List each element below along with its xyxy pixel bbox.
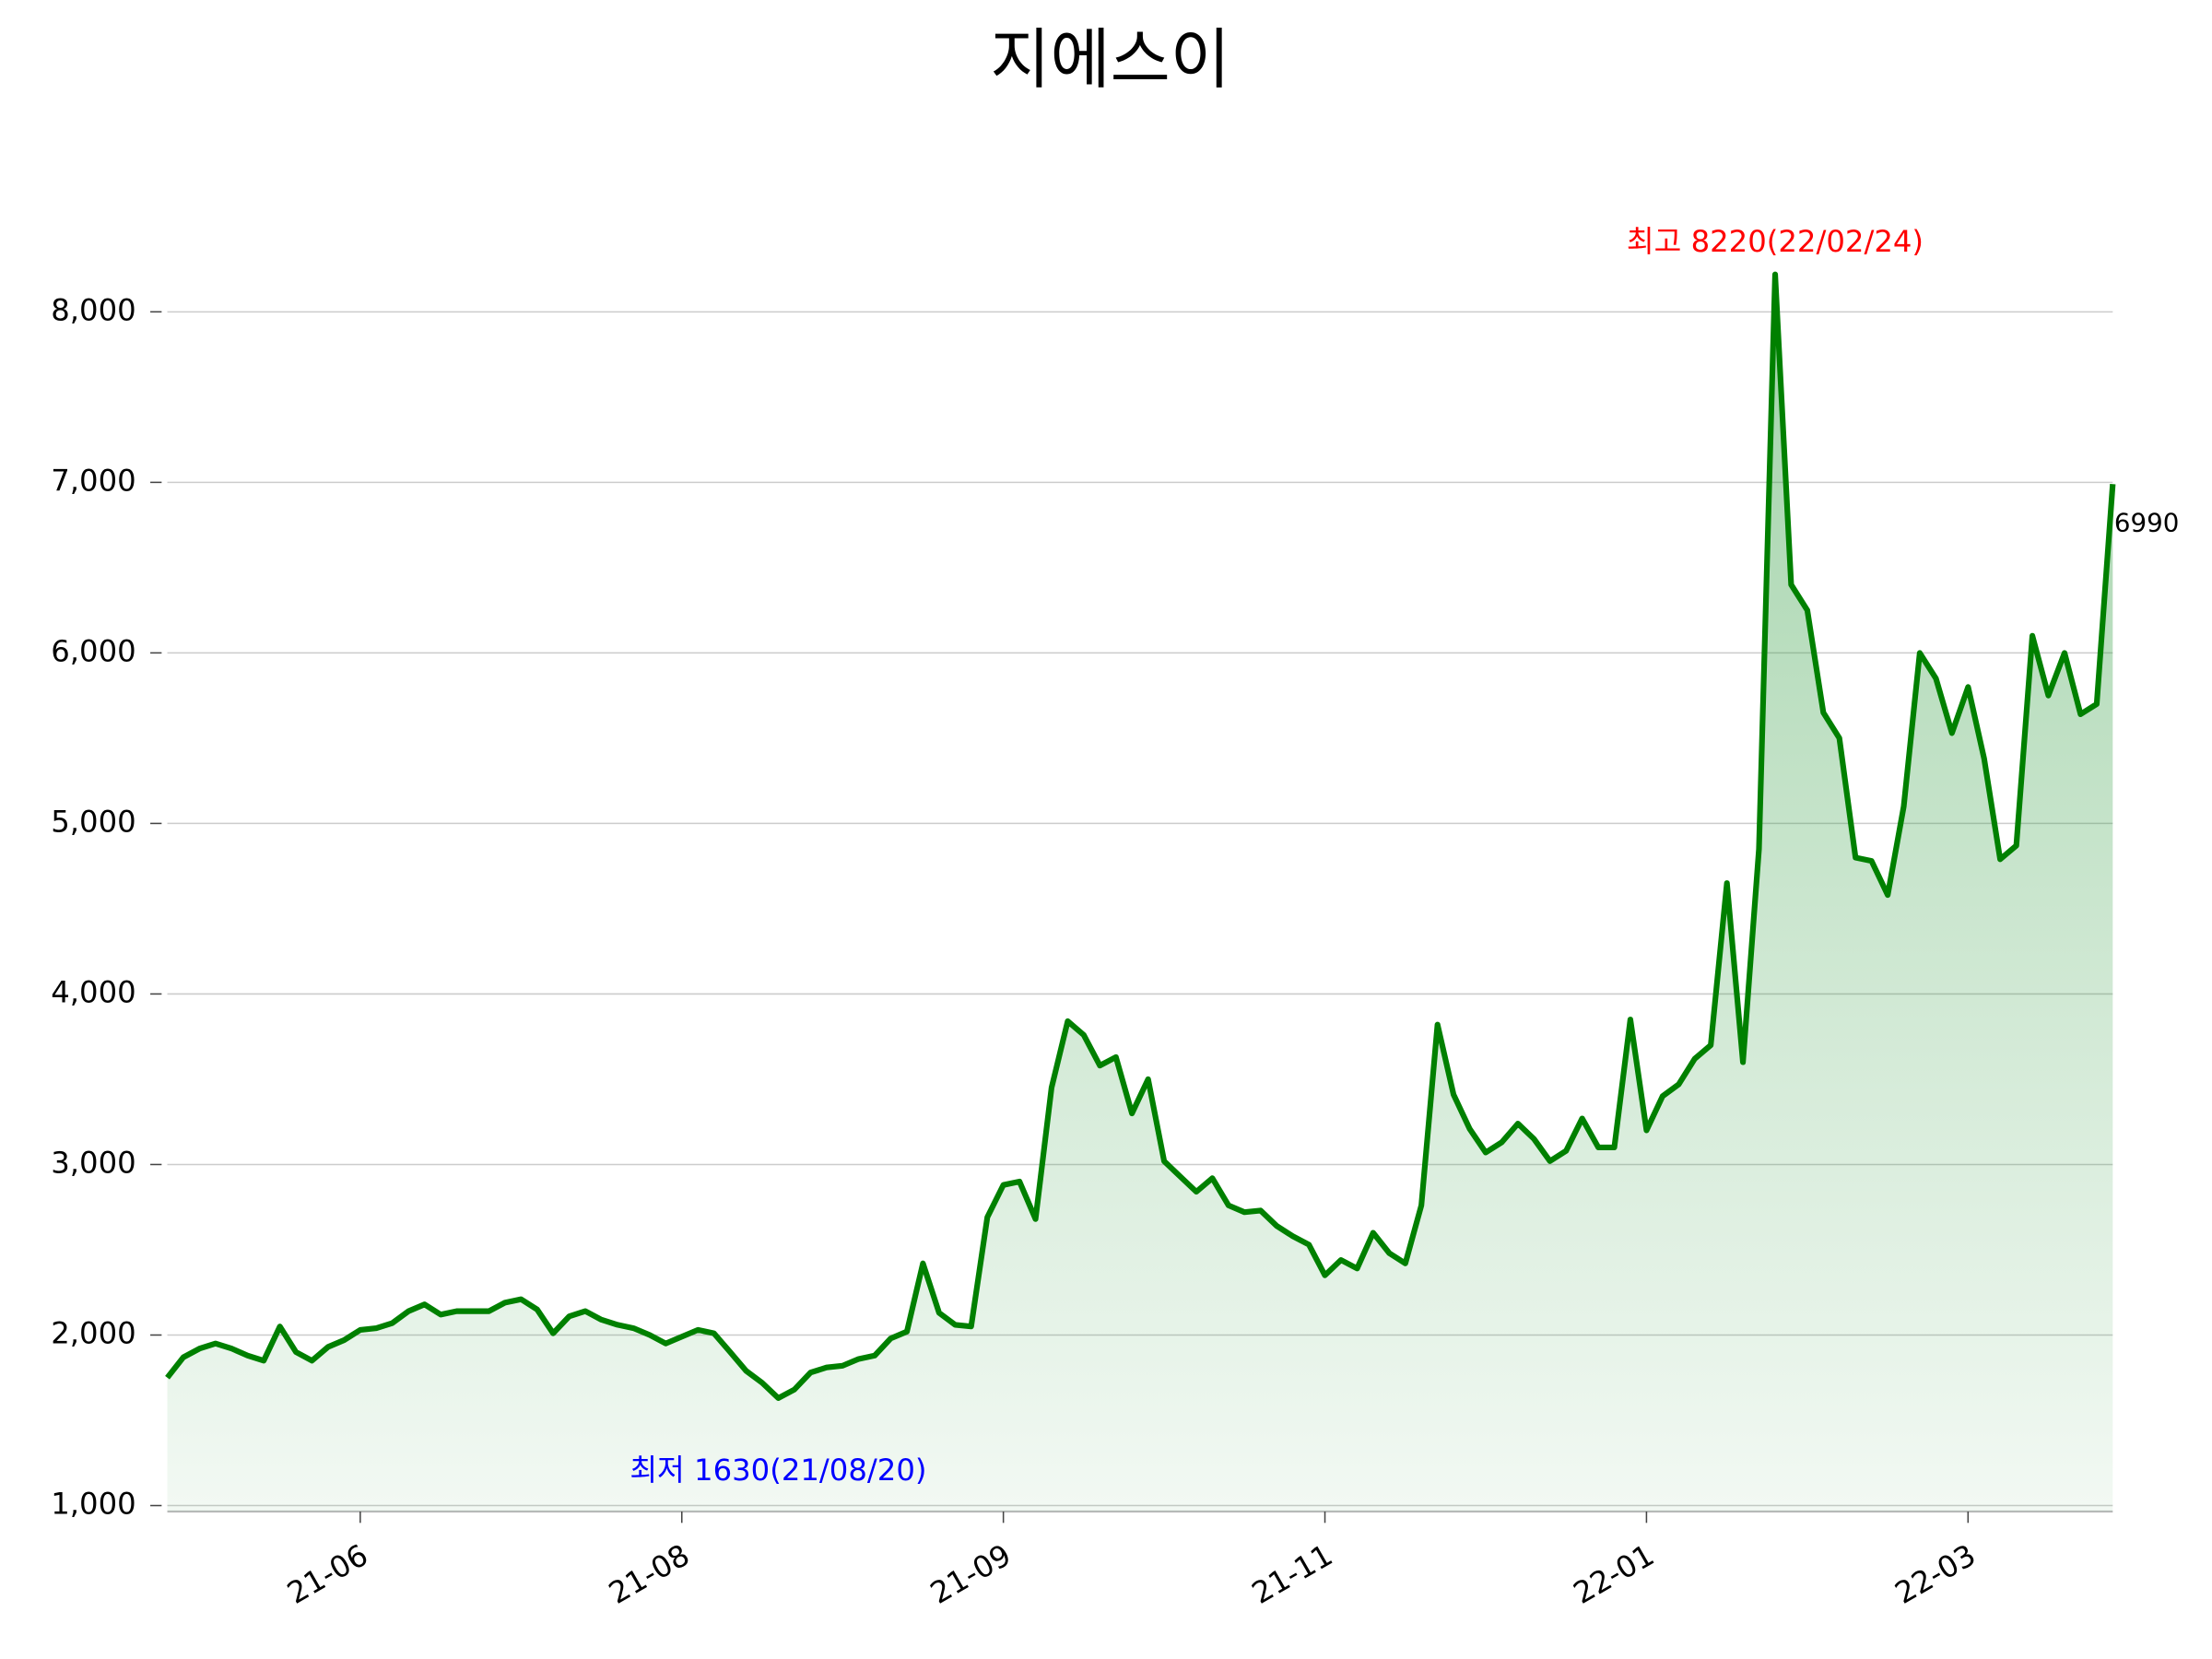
y-tick-label: 4,000 bbox=[51, 974, 135, 1009]
x-tick-label: 21-06 bbox=[281, 1537, 373, 1611]
y-tick-label: 3,000 bbox=[51, 1145, 135, 1180]
min-annotation: 최저 1630(21/08/20) bbox=[629, 1453, 926, 1488]
x-tick-label: 21-11 bbox=[1246, 1537, 1338, 1611]
y-tick-label: 8,000 bbox=[51, 292, 135, 327]
x-tick-label: 21-09 bbox=[924, 1537, 1017, 1611]
last-annotation: 6990 bbox=[2114, 507, 2179, 537]
y-tick-label: 5,000 bbox=[51, 804, 135, 839]
max-annotation: 최고 8220(22/02/24) bbox=[1627, 224, 1924, 259]
y-tick-label: 2,000 bbox=[51, 1315, 135, 1350]
area bbox=[167, 274, 2113, 1512]
y-tick-label: 6,000 bbox=[51, 633, 135, 668]
x-tick-label: 22-01 bbox=[1568, 1537, 1660, 1611]
y-tick-label: 1,000 bbox=[51, 1487, 135, 1522]
x-tick-label: 22-03 bbox=[1889, 1537, 1982, 1611]
line bbox=[165, 271, 2116, 1401]
x-tick-label: 21-08 bbox=[603, 1537, 695, 1611]
chart-title: 지에스이 bbox=[990, 21, 1230, 98]
y-tick-label: 7,000 bbox=[51, 463, 135, 498]
